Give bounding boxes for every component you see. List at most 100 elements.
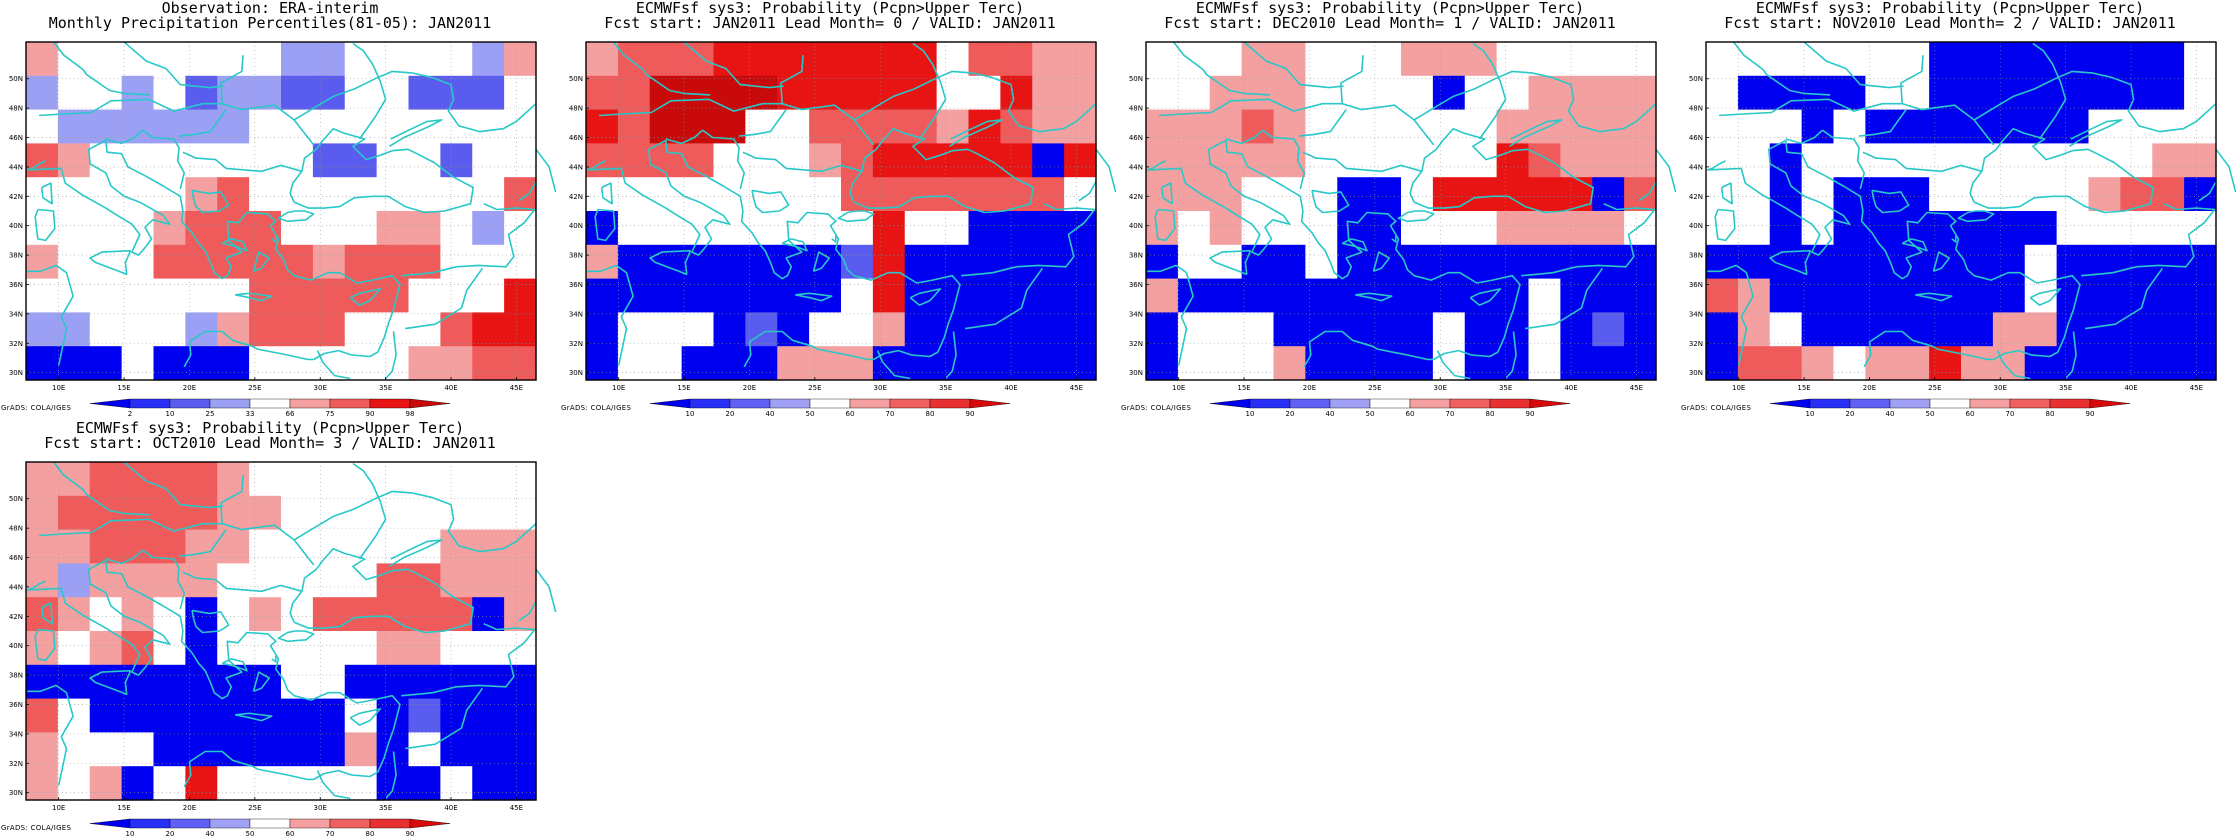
graticule	[1706, 42, 2216, 380]
grid-cell	[26, 244, 59, 280]
grid-cell	[153, 312, 186, 347]
colorbar-tick-label: 98	[406, 410, 415, 418]
grid-cell	[1305, 244, 1338, 280]
grid-cell	[408, 563, 441, 598]
grid-cell	[1496, 278, 1530, 313]
coastline	[738, 109, 787, 137]
colorbar	[89, 818, 451, 829]
grid-cell	[1209, 109, 1243, 144]
colorbar-segment	[889, 398, 931, 409]
grid-cell	[586, 346, 619, 381]
coastlines	[587, 41, 1117, 380]
grid-cell	[312, 529, 346, 564]
coastline	[385, 751, 397, 800]
grid-cell	[408, 278, 441, 313]
colorbar-tick-label: 33	[246, 410, 255, 418]
grid-cell	[617, 75, 651, 111]
coastline	[1957, 210, 1995, 223]
lon-label: 20E	[743, 384, 756, 392]
colorbar-tick-label: 10	[686, 410, 695, 418]
grid-cell	[1528, 42, 1561, 77]
grid-cell	[440, 766, 473, 801]
coastline	[1205, 73, 1271, 96]
grid-cell	[504, 346, 537, 381]
grid-cell	[185, 177, 218, 212]
coastline	[235, 712, 273, 722]
grid-cell	[440, 462, 473, 497]
grid-cell	[649, 346, 683, 381]
grid-cell	[1337, 143, 1370, 178]
lat-label: 42N	[1689, 193, 1703, 201]
grid-cell	[249, 143, 282, 178]
grid-cell	[617, 211, 651, 246]
coastline	[751, 189, 790, 214]
grid-cell	[1592, 244, 1625, 280]
lon-labels: 10E 15E 20E 25E 30E 35E 40E 45E	[52, 797, 523, 812]
grid-cell	[1401, 278, 1434, 313]
grid-cell	[1865, 211, 1898, 246]
grid-cell	[1865, 143, 1898, 178]
grid-cell	[1560, 278, 1593, 313]
grid-cell	[1305, 42, 1338, 77]
grid-cell	[1146, 42, 1179, 77]
grid-cell	[1992, 42, 2026, 77]
grid-cell	[2120, 244, 2153, 280]
grid-cell	[1929, 42, 1962, 77]
grid-cell	[185, 495, 218, 531]
grid-cell	[153, 278, 186, 313]
grid-cell	[1528, 75, 1561, 111]
colorbar-segment	[649, 398, 691, 409]
panel-title: Observation: ERA-interim	[161, 0, 379, 17]
grid-cell	[968, 312, 1001, 347]
grid-cell	[617, 109, 651, 144]
grid-cell	[777, 312, 810, 347]
grid-cell	[1000, 211, 1033, 246]
coastline	[1311, 189, 1350, 214]
map-svg: 50N 48N 46N 44N 42N 40N 38N 36N 34N 32N 30N 10E 15E 2…	[9, 461, 557, 838]
colorbar-tick-label: 75	[326, 410, 335, 418]
coastline	[1932, 251, 1950, 273]
grid-cell	[745, 109, 778, 144]
lat-label: 32N	[569, 340, 583, 348]
grid-cell	[1177, 177, 1211, 212]
grid-cell	[872, 312, 906, 347]
colorbar-tick-label: 80	[926, 410, 935, 418]
grid-cell	[2088, 278, 2121, 313]
grid-cell	[1737, 346, 1771, 381]
grid-cell	[936, 244, 970, 280]
colorbar-segment	[2009, 398, 2051, 409]
grid-cell	[1833, 143, 1866, 178]
grid-cell	[1241, 346, 1275, 381]
grid-cell	[841, 244, 874, 280]
grid-cell	[1273, 244, 1306, 280]
precip-grid	[1146, 42, 1657, 381]
grid-cell	[408, 698, 441, 733]
grid-cell	[1305, 109, 1338, 144]
colorbar-segment	[409, 398, 451, 409]
colorbar-segment	[169, 818, 211, 829]
coastline	[1436, 350, 1471, 380]
grid-cell	[1369, 143, 1402, 178]
panel-lead1: ECMWFsf sys3: Probability (Pcpn>Upper Te…	[1120, 0, 1680, 420]
grid-cell	[344, 278, 378, 313]
grid-cell	[586, 42, 619, 77]
grid-cell	[1624, 42, 1657, 77]
grid-cell	[440, 143, 473, 178]
grid-cell	[408, 75, 441, 111]
map-frame	[25, 461, 537, 801]
colorbar-tick-label: 80	[1486, 410, 1495, 418]
colorbar-tick-label: 10	[1246, 410, 1255, 418]
grid-cell	[57, 312, 91, 347]
grid-cell	[1146, 312, 1179, 347]
precip-grid	[586, 42, 1097, 381]
grid-cell	[472, 211, 505, 246]
grid-cell	[281, 597, 314, 632]
grid-cell	[440, 75, 473, 111]
grid-cell	[89, 597, 123, 632]
lat-label: 30N	[9, 789, 23, 797]
grid-cell	[1560, 75, 1593, 111]
coastline	[587, 139, 961, 361]
grid-cell	[1273, 278, 1306, 313]
grid-cell	[904, 244, 938, 280]
grid-cell	[281, 211, 314, 246]
